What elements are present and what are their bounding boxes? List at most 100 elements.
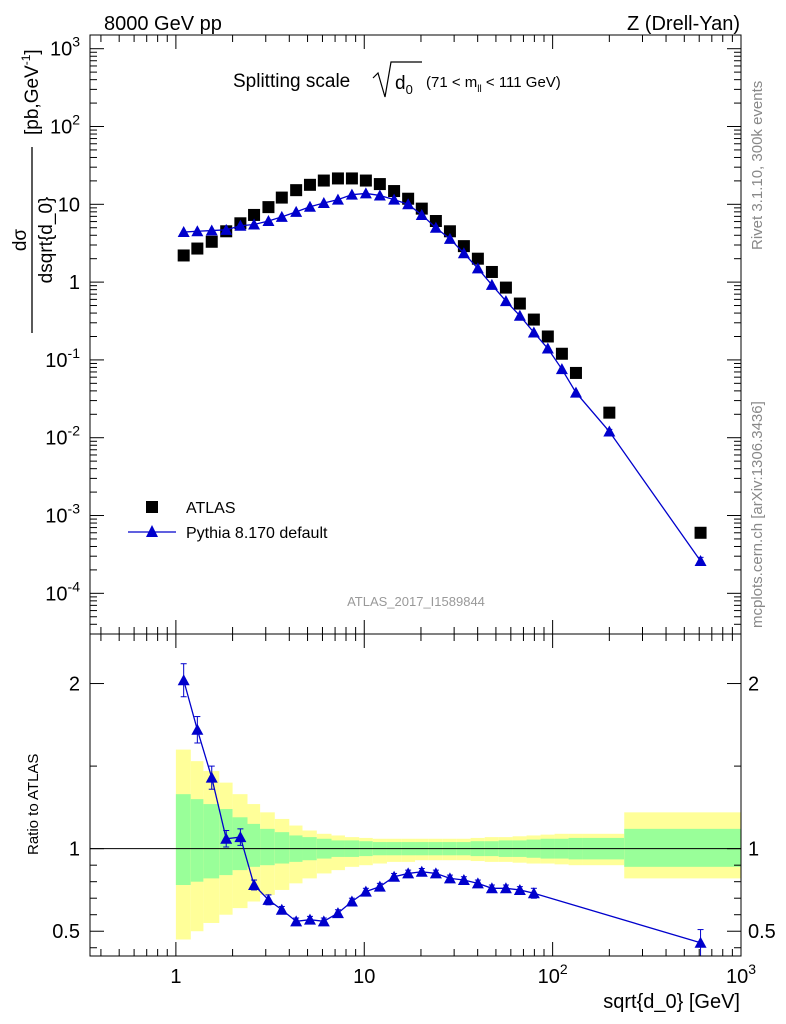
ratio-frame	[89, 633, 742, 957]
pythia-point	[541, 342, 554, 354]
legend-label-atlas: ATLAS	[186, 500, 236, 517]
main-series	[177, 172, 707, 567]
title-var: d	[395, 73, 406, 94]
ylabel-numerator: dσ	[10, 229, 31, 252]
ratio-point	[499, 882, 512, 894]
pythia-point	[569, 386, 582, 398]
pythia-point	[513, 309, 526, 321]
atlas-point	[359, 174, 372, 187]
main-y-tick-labels: 10-4 10-3 10-2 10-1 1 10 102 103	[45, 34, 80, 606]
band-inner-bin	[624, 828, 741, 867]
ratio-point	[234, 831, 247, 843]
x-tick-label: 10	[353, 966, 375, 988]
atlas-point	[191, 242, 204, 255]
legend: ATLAS Pythia 8.170 default	[128, 500, 328, 542]
ratio-point	[290, 915, 303, 927]
ratio-point	[177, 674, 190, 686]
title-cut-start: (71 < m	[426, 74, 477, 91]
ratio-point	[513, 883, 526, 895]
main-ytick-label: 102	[50, 112, 80, 139]
pythia-point	[220, 223, 233, 235]
x-axis-label: sqrt{d_0} [GeV]	[603, 991, 740, 1013]
pythia-point	[191, 225, 204, 237]
main-panel: 10-4 10-3 10-2 10-1 1 10 102 103 Splitting scal…	[10, 34, 742, 635]
main-ytick-label: 10-1	[45, 345, 80, 372]
ratio-point	[345, 895, 358, 907]
pythia-point	[485, 278, 498, 290]
atlas-point	[177, 249, 190, 262]
header-left: 8000 GeV pp	[104, 13, 222, 35]
ylabel-unit-start: [pb,GeV	[22, 65, 43, 135]
ratio-point	[248, 878, 261, 890]
band-inner-bin	[203, 804, 220, 879]
ratio-point	[402, 867, 415, 879]
ratio-point	[457, 874, 470, 886]
title-prefix: Splitting scale	[233, 71, 350, 92]
title-variable: d0	[395, 73, 413, 97]
ratio-y-tick-labels: 0.5 0.5 1 1 2 2	[52, 674, 776, 944]
main-ytick-label: 10	[58, 194, 80, 216]
ratio-uncertainty-band	[175, 749, 741, 940]
atlas-point	[290, 184, 303, 197]
ratio-point	[205, 771, 218, 783]
legend-label-pythia: Pythia 8.170 default	[186, 525, 328, 542]
ratio-point	[443, 872, 456, 884]
atlas-point	[694, 526, 707, 539]
atlas-point	[262, 201, 275, 214]
atlas-point	[603, 406, 616, 419]
atlas-point	[303, 178, 316, 191]
main-y-axis-label: dσ dsqrt{d_0} [pb,GeV-1]	[10, 49, 57, 333]
band-inner-bin	[274, 832, 290, 864]
atlas-point	[205, 235, 218, 248]
pythia-point	[429, 221, 442, 233]
title-cut: (71 < mll < 111 GeV)	[426, 74, 561, 95]
pythia-point	[177, 226, 190, 238]
ratio-point	[485, 882, 498, 894]
title-cut-end: < 111 GeV)	[482, 74, 561, 91]
pythia-point	[415, 208, 428, 220]
ylabel-unit-end: ]	[22, 49, 43, 54]
ratio-point	[373, 880, 386, 892]
ratio-ytick-label-left: 2	[69, 674, 80, 696]
pythia-point	[373, 189, 386, 201]
pythia-point	[555, 363, 568, 375]
pythia-point	[499, 295, 512, 307]
atlas-point	[499, 281, 512, 294]
atlas-point	[443, 225, 456, 238]
ratio-point	[429, 867, 442, 879]
title-sub: 0	[406, 82, 413, 97]
pythia-line	[183, 192, 702, 562]
ratio-point	[359, 885, 372, 897]
atlas-point	[345, 172, 358, 185]
ratio-point	[388, 870, 401, 882]
atlas-point	[429, 215, 442, 228]
ratio-point	[471, 877, 484, 889]
ratio-point	[275, 903, 288, 915]
ratio-ytick-label-left: 1	[69, 839, 80, 861]
atlas-point	[457, 240, 470, 253]
main-ytick-label: 103	[50, 34, 80, 61]
pythia-point	[443, 232, 456, 244]
ratio-y-axis-label: Ratio to ATLAS	[25, 754, 42, 855]
x-tick-label: 103	[726, 961, 756, 988]
pythia-point	[331, 193, 344, 205]
ylabel-denominator: dsqrt{d_0}	[36, 197, 57, 284]
pythia-point	[694, 555, 707, 567]
title-cut-sub: ll	[477, 84, 481, 95]
band-inner-bin	[247, 823, 261, 867]
main-axis-ticks	[90, 35, 742, 635]
ratio-ytick-label-right: 1	[748, 839, 759, 861]
legend-marker-pythia	[146, 525, 158, 537]
pythia-point	[275, 210, 288, 222]
ratio-line	[183, 680, 701, 944]
band-inner-bin	[260, 828, 275, 866]
pythia-point	[248, 218, 261, 230]
ratio-x-tick-labels: 1 10 102 103	[170, 961, 756, 988]
atlas-point	[485, 265, 498, 278]
rivet-label: Rivet 3.1.10, 300k events	[749, 81, 766, 250]
ratio-point	[262, 893, 275, 905]
ratio-point	[317, 915, 330, 927]
atlas-point	[513, 297, 526, 310]
watermark: ATLAS_2017_I1589844	[347, 594, 485, 609]
